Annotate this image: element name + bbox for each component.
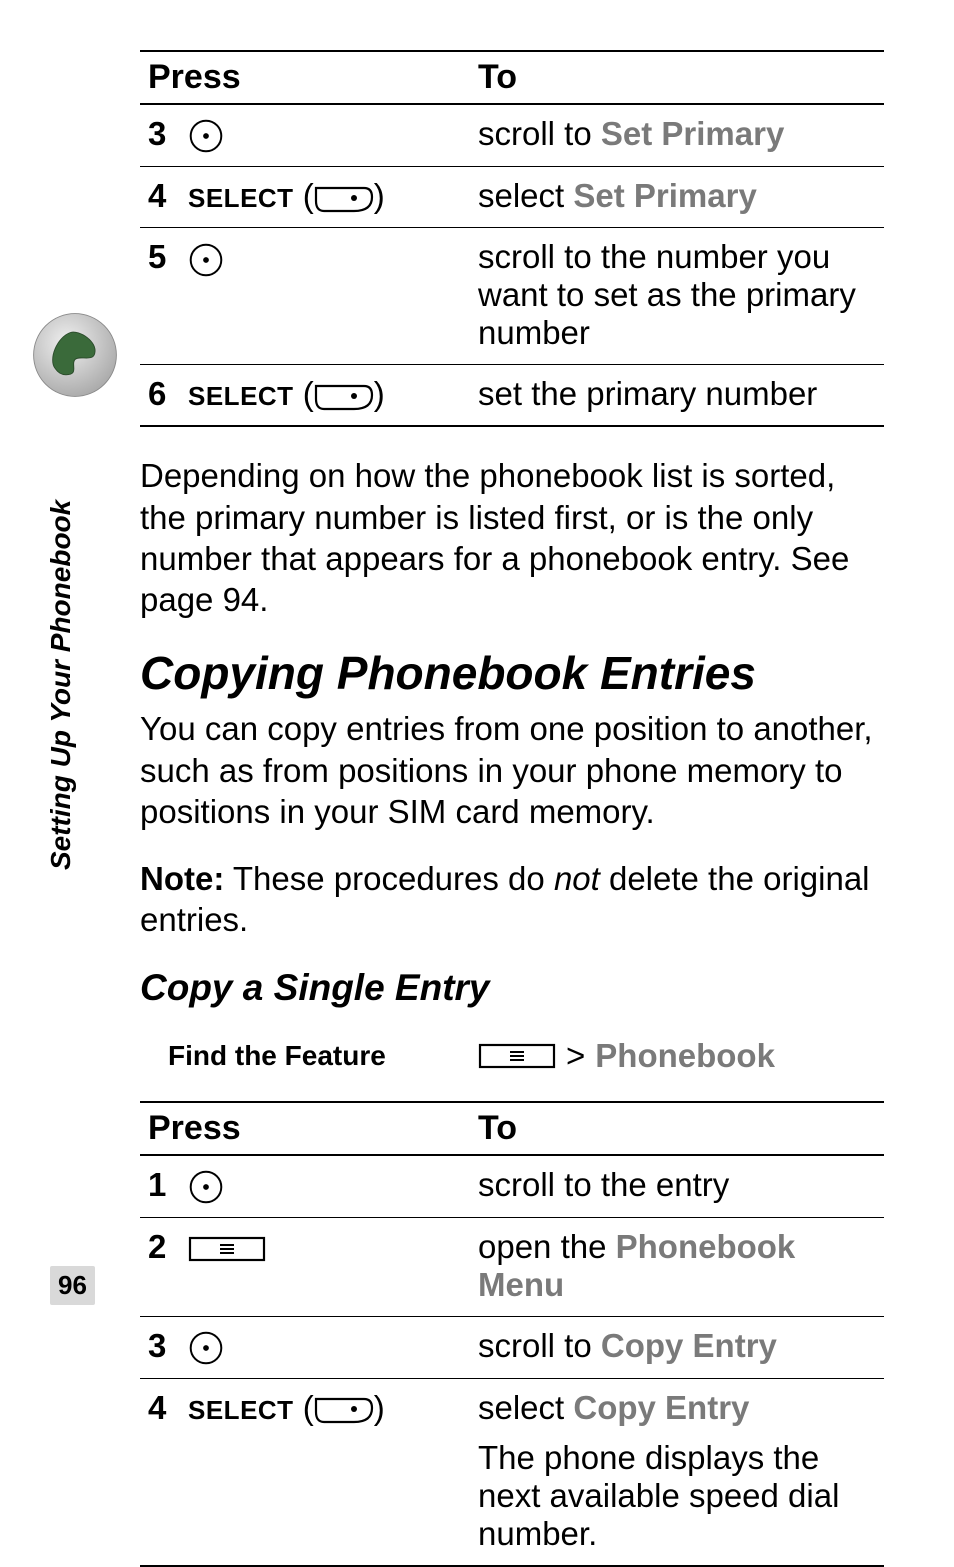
to-ui-term: Copy Entry: [573, 1389, 749, 1426]
step-number: 4: [140, 167, 180, 228]
table-row: 5 scroll to the number you want to set as…: [140, 228, 884, 365]
find-the-feature-label: Find the Feature: [168, 1040, 478, 1072]
nav-key-icon: [188, 242, 224, 278]
press-cell: SELECT (): [180, 365, 470, 427]
table-row: 4SELECT ()select Copy Entry The phone dis…: [140, 1379, 884, 1567]
table-row: 4SELECT ()select Set Primary: [140, 167, 884, 228]
step-number: 2: [140, 1217, 180, 1316]
to-text: scroll to the number you want to set as …: [478, 238, 856, 351]
section-heading-copying: Copying Phonebook Entries: [140, 646, 884, 700]
step-number: 5: [140, 228, 180, 365]
steps-table-set-primary: Press To 3scroll to Set Primary4SELECT (…: [140, 50, 884, 427]
press-cell: [180, 228, 470, 365]
steps-table-copy-entry: Press To 1 scroll to the entry 2 open the P…: [140, 1101, 884, 1567]
page-number: 96: [50, 1266, 95, 1305]
step-number: 4: [140, 1379, 180, 1567]
nav-key-icon: [188, 1169, 224, 1205]
note-text-italic: not: [554, 860, 600, 897]
primary-explainer-paragraph: Depending on how the phonebook list is s…: [140, 455, 884, 620]
to-ui-term: Set Primary: [573, 177, 756, 214]
note-label: Note:: [140, 860, 224, 897]
breadcrumb-gt: >: [566, 1037, 585, 1075]
right-soft-key-icon: [314, 185, 374, 213]
press-cell: [180, 1217, 470, 1316]
table-row: 3 scroll to Copy Entry: [140, 1316, 884, 1378]
table-row: 1 scroll to the entry: [140, 1155, 884, 1218]
find-the-feature-row: Find the Feature > Phonebook: [168, 1037, 884, 1075]
to-cell: select Copy Entry The phone displays the …: [470, 1379, 884, 1567]
press-cell: [180, 104, 470, 167]
press-cell: [180, 1316, 470, 1378]
menu-key-icon: [188, 1235, 266, 1263]
table-row: 3 scroll to Set Primary: [140, 104, 884, 167]
to-ui-term: Copy Entry: [601, 1327, 777, 1364]
col-header-to: To: [470, 51, 884, 104]
note-paragraph: Note: These procedures do not delete the…: [140, 858, 884, 941]
phone-context-icon: [30, 310, 120, 400]
select-label: SELECT: [188, 381, 294, 411]
nav-key-icon: [188, 1330, 224, 1366]
to-cell: scroll to Set Primary: [470, 104, 884, 167]
to-cell: scroll to Copy Entry: [470, 1316, 884, 1378]
step-number: 3: [140, 104, 180, 167]
right-soft-key-icon: [314, 1396, 374, 1424]
col-header-press: Press: [140, 1102, 470, 1155]
copy-intro-paragraph: You can copy entries from one position t…: [140, 708, 884, 832]
to-cell: scroll to the entry: [470, 1155, 884, 1218]
manual-page: Setting Up Your Phonebook 96 Press To 3 s…: [0, 0, 954, 1345]
subsection-heading-copy-single: Copy a Single Entry: [140, 967, 884, 1009]
select-label: SELECT: [188, 1395, 294, 1425]
side-tab-label: Setting Up Your Phonebook: [45, 500, 77, 870]
col-header-to: To: [470, 1102, 884, 1155]
col-header-press: Press: [140, 51, 470, 104]
to-text: scroll to: [478, 115, 601, 152]
to-text: set the primary number: [478, 375, 817, 412]
to-cell: select Set Primary: [470, 167, 884, 228]
press-cell: SELECT (): [180, 1379, 470, 1567]
to-cell: set the primary number: [470, 365, 884, 427]
breadcrumb-phonebook: Phonebook: [595, 1037, 775, 1075]
step-number: 6: [140, 365, 180, 427]
select-label: SELECT: [188, 183, 294, 213]
to-text-secondary: The phone displays the next available sp…: [478, 1439, 876, 1553]
step-number: 3: [140, 1316, 180, 1378]
menu-key-icon: [478, 1042, 556, 1070]
to-text: select: [478, 177, 573, 214]
press-cell: SELECT (): [180, 167, 470, 228]
press-cell: [180, 1155, 470, 1218]
step-number: 1: [140, 1155, 180, 1218]
nav-key-icon: [188, 118, 224, 154]
note-text-pre: These procedures do: [224, 860, 554, 897]
to-text: scroll to the entry: [478, 1166, 729, 1203]
to-text: select: [478, 1389, 573, 1426]
find-the-feature-value: > Phonebook: [478, 1037, 775, 1075]
right-soft-key-icon: [314, 383, 374, 411]
table-row: 6SELECT ()set the primary number: [140, 365, 884, 427]
table-row: 2 open the Phonebook Menu: [140, 1217, 884, 1316]
to-text: open the: [478, 1228, 616, 1265]
to-ui-term: Set Primary: [601, 115, 784, 152]
to-cell: open the Phonebook Menu: [470, 1217, 884, 1316]
to-text: scroll to: [478, 1327, 601, 1364]
to-cell: scroll to the number you want to set as …: [470, 228, 884, 365]
